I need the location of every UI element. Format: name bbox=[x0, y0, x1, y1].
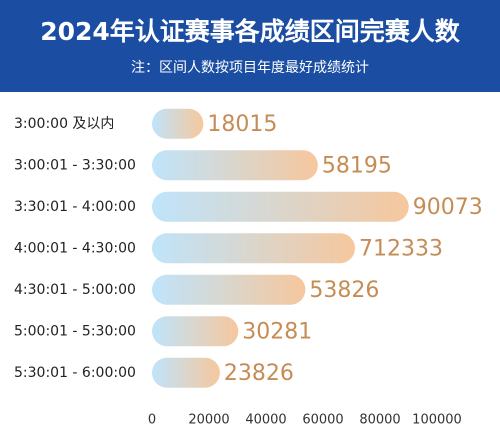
x-tick-label: 100000 bbox=[412, 413, 462, 428]
y-tick-label: 5:00:01 - 5:30:00 bbox=[14, 323, 136, 339]
data-label: 30281 bbox=[242, 319, 312, 344]
y-tick-label: 3:00:00 及以内 bbox=[14, 116, 114, 132]
data-label: 23826 bbox=[224, 361, 294, 386]
bar bbox=[152, 108, 204, 139]
x-tick-label: 0 bbox=[148, 413, 156, 428]
bar bbox=[152, 233, 356, 264]
data-label: 58195 bbox=[322, 153, 392, 178]
bar bbox=[152, 357, 220, 388]
y-tick-label: 3:30:01 - 4:00:00 bbox=[14, 199, 136, 215]
y-tick-label: 4:00:01 - 4:30:00 bbox=[14, 240, 136, 256]
x-tick-label: 20000 bbox=[188, 413, 229, 428]
y-tick-label: 4:30:01 - 5:00:00 bbox=[14, 282, 136, 298]
x-tick-label: 40000 bbox=[245, 413, 286, 428]
header-band bbox=[0, 0, 500, 92]
chart-title: 2024年认证赛事各成绩区间完赛人数 bbox=[40, 17, 461, 46]
data-label: 90073 bbox=[413, 195, 483, 220]
x-tick-label: 60000 bbox=[302, 413, 343, 428]
bar bbox=[152, 191, 409, 222]
y-tick-label: 3:00:01 - 3:30:00 bbox=[14, 157, 136, 173]
data-label: 18015 bbox=[207, 112, 277, 137]
y-tick-label: 5:30:01 - 6:00:00 bbox=[14, 365, 136, 381]
bar bbox=[152, 150, 318, 181]
bar bbox=[152, 316, 239, 347]
data-label: 712333 bbox=[359, 236, 443, 261]
x-tick-label: 80000 bbox=[359, 413, 400, 428]
bar bbox=[152, 274, 306, 305]
data-label: 53826 bbox=[309, 278, 379, 303]
chart-subtitle: 注：区间人数按项目年度最好成绩统计 bbox=[131, 60, 369, 76]
